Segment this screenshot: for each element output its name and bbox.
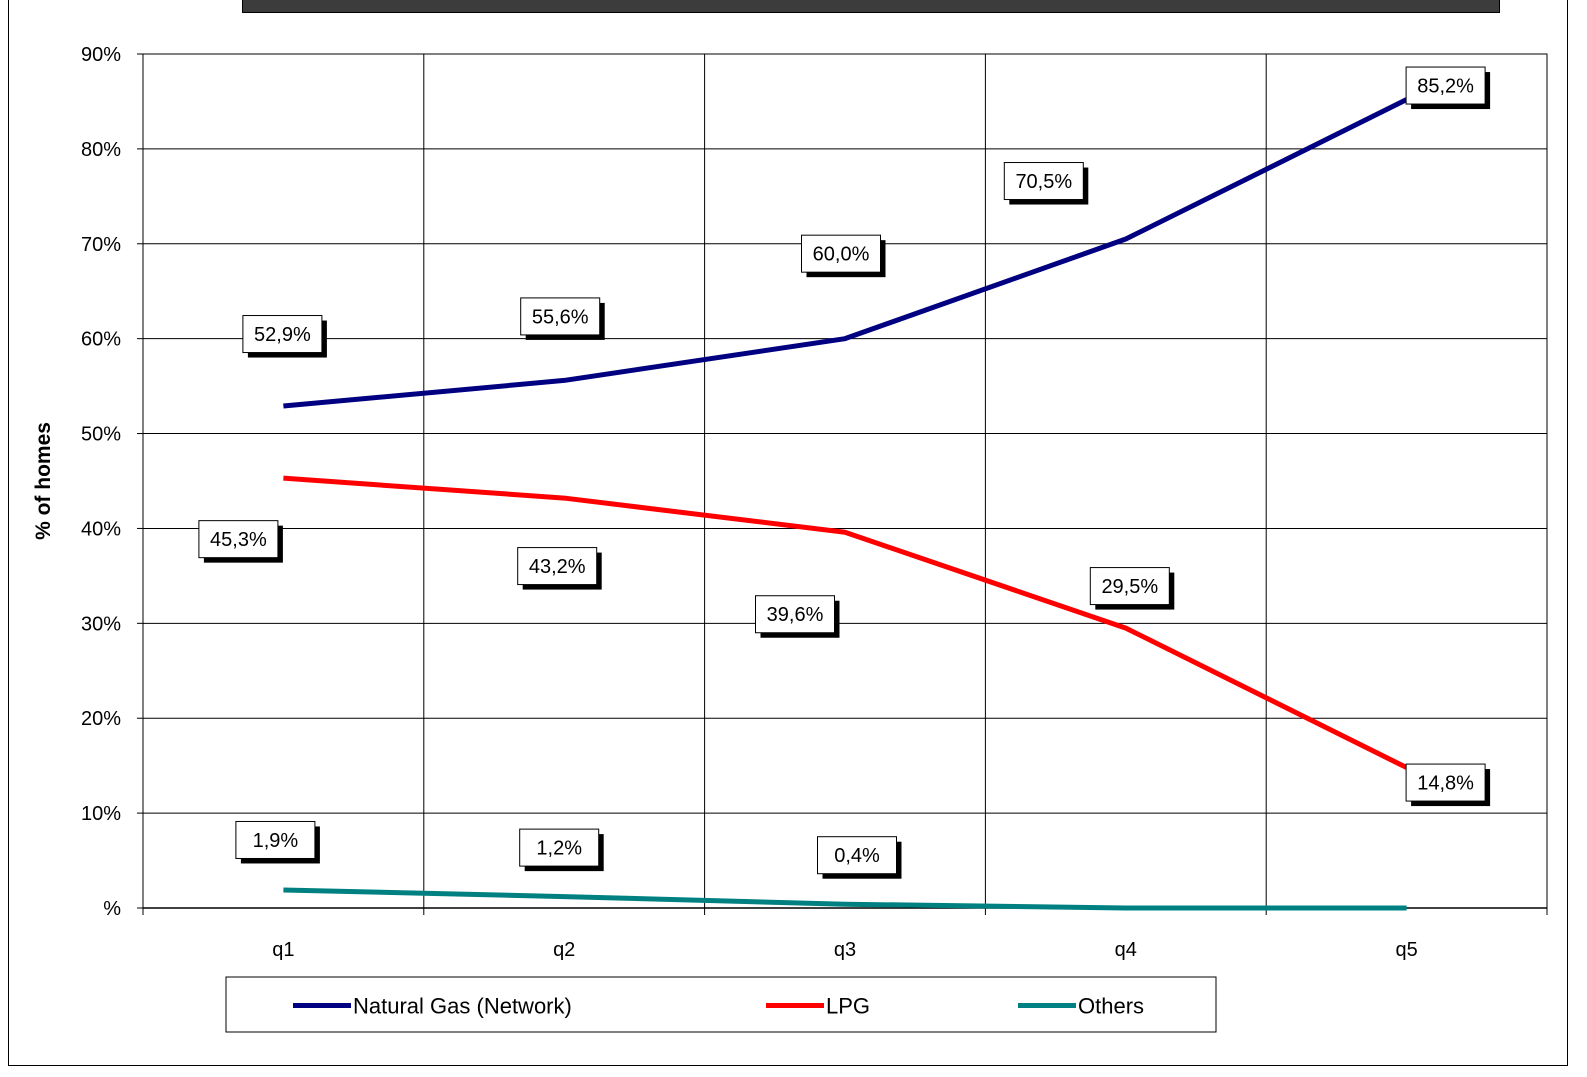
data-label-box — [817, 836, 897, 875]
x-tick-label: q1 — [272, 939, 294, 961]
legend-label-0: Natural Gas (Network) — [353, 994, 572, 1019]
data-label: 14,8% — [1417, 773, 1474, 795]
y-tick-label: 50% — [81, 424, 121, 446]
y-tick-label: 40% — [81, 518, 121, 540]
data-label-box — [1003, 162, 1084, 201]
x-tick-label: q2 — [553, 939, 575, 961]
data-label-box — [520, 297, 601, 336]
series-line-0 — [283, 97, 1408, 409]
legend-label-1: LPG — [826, 994, 870, 1019]
data-label: 0,4% — [834, 845, 880, 867]
legend-label-2: Others — [1078, 994, 1144, 1019]
data-label-box — [755, 595, 835, 634]
y-tick-label: 10% — [81, 803, 121, 825]
y-axis-label: % of homes — [32, 422, 55, 540]
y-tick-label: 80% — [81, 139, 121, 161]
data-label: 45,3% — [210, 529, 267, 551]
x-tick-label: q3 — [834, 939, 856, 961]
data-label: 1,2% — [536, 838, 582, 860]
data-label: 29,5% — [1101, 576, 1158, 598]
data-label: 55,6% — [532, 306, 589, 328]
y-tick-label: 30% — [81, 613, 121, 635]
data-label: 1,9% — [253, 830, 299, 852]
data-label-box — [1089, 567, 1170, 606]
plot-area — [142, 53, 1548, 909]
data-label: 60,0% — [813, 244, 870, 266]
x-tick-label: q4 — [1115, 939, 1137, 961]
y-tick-label: % — [103, 898, 121, 920]
data-label: 43,2% — [529, 556, 586, 578]
data-label: 70,5% — [1015, 171, 1072, 193]
y-tick-label: 20% — [81, 708, 121, 730]
data-label-box — [198, 520, 279, 559]
data-label-box — [1405, 66, 1486, 105]
data-label: 85,2% — [1417, 76, 1474, 98]
x-tick-label: q5 — [1395, 939, 1417, 961]
y-tick-label: 90% — [81, 44, 121, 66]
data-label-box — [801, 234, 881, 273]
data-label-box — [517, 547, 598, 586]
series-line-1 — [283, 475, 1408, 770]
y-tick-label: 70% — [81, 234, 121, 256]
data-label: 39,6% — [767, 604, 824, 626]
data-label-box — [242, 315, 323, 354]
chart-title-bar — [242, 0, 1500, 13]
data-label: 52,9% — [254, 324, 311, 346]
data-label-box — [1405, 763, 1486, 802]
y-tick-label: 60% — [81, 329, 121, 351]
data-label-box — [519, 828, 600, 867]
series-line-2 — [283, 887, 1407, 911]
data-label-box — [235, 820, 316, 859]
